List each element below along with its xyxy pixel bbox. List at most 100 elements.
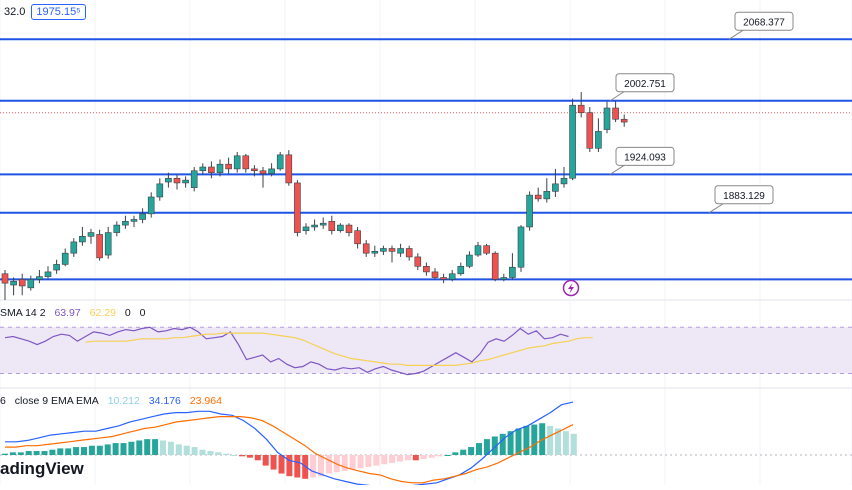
candle-body xyxy=(96,234,103,259)
level-label: 2068.377 xyxy=(743,17,785,28)
macd-histogram-bar xyxy=(49,449,56,455)
flash-icon[interactable] xyxy=(562,279,580,297)
candle-body xyxy=(440,277,447,280)
value-label: 32.0 xyxy=(4,6,26,18)
candle-body xyxy=(199,166,207,172)
level-callout[interactable] xyxy=(714,185,774,205)
macd-histogram-bar xyxy=(420,455,427,459)
rsi-line xyxy=(4,326,569,376)
level-label: 2002.751 xyxy=(624,79,666,90)
candle-body xyxy=(319,222,327,226)
price-box[interactable]: 1975.15⁵ xyxy=(31,4,86,20)
candle-body xyxy=(53,264,60,271)
candle-body xyxy=(500,277,508,280)
level-callout[interactable] xyxy=(615,146,675,166)
signal-value: 23.964 xyxy=(189,395,222,407)
macd-histogram-bar xyxy=(325,455,332,474)
candle-body xyxy=(474,245,482,256)
candle-body xyxy=(543,191,551,200)
candle-body xyxy=(233,155,241,170)
macd-histogram-bar xyxy=(215,452,222,455)
macd-pane xyxy=(0,401,852,489)
candle-body xyxy=(165,177,172,183)
candle-body xyxy=(414,256,422,267)
rsi-pane xyxy=(0,326,852,376)
candle-body xyxy=(586,112,594,149)
macd-histogram-bar xyxy=(25,451,32,455)
level-label: 1883.129 xyxy=(723,191,765,202)
macd-histogram-bar xyxy=(81,447,87,455)
candle-body xyxy=(526,194,533,228)
macd-histogram-bar xyxy=(73,447,80,455)
macd-histogram-bar xyxy=(436,455,443,457)
rsi-zero-2: 0 xyxy=(139,307,146,319)
macd-histogram-bar xyxy=(365,455,372,467)
candle-body xyxy=(268,168,275,174)
macd-histogram-bar xyxy=(112,443,119,455)
candle-body xyxy=(569,104,576,179)
candle-body xyxy=(1,273,9,284)
candle-body xyxy=(517,226,525,268)
candle-body xyxy=(595,131,602,149)
level-label: 1924.093 xyxy=(624,152,666,163)
macd-histogram-bar xyxy=(199,449,206,455)
candle-body xyxy=(371,251,379,254)
candle-body xyxy=(431,271,439,278)
macd-histogram-bar xyxy=(120,443,127,455)
candle-body xyxy=(147,196,155,215)
signal-line xyxy=(5,416,574,484)
macd-histogram-bar xyxy=(96,445,103,455)
macd-histogram-bar xyxy=(160,440,166,455)
macd-histogram-bar xyxy=(397,455,403,462)
rsi-band xyxy=(0,327,852,374)
macd-histogram-bar xyxy=(191,447,198,455)
macd-histogram-bar xyxy=(404,455,411,461)
candle-body xyxy=(113,224,121,233)
macd-histogram-bar xyxy=(562,431,569,455)
macd-histogram-bar xyxy=(152,439,159,455)
callout-leader xyxy=(728,29,744,40)
horizontal-levels[interactable]: 2068.377 2002.751 1924.093 1883.129 xyxy=(0,11,852,281)
macd-histogram-bar xyxy=(128,441,135,455)
candle-body xyxy=(397,248,404,254)
level-callout[interactable] xyxy=(615,73,675,93)
candle-body xyxy=(27,279,35,289)
macd-histogram-bar xyxy=(270,455,277,470)
macd-legend[interactable]: 6 close 9 EMA EMA 10.212 34.176 23.964 xyxy=(0,395,228,407)
rsi-ma-value: 62.29 xyxy=(89,307,116,319)
macd-histogram-bar xyxy=(183,445,190,455)
macd-histogram-bar xyxy=(341,455,348,471)
candle-body xyxy=(552,183,559,192)
candle-body xyxy=(104,232,112,256)
rsi-legend-title: SMA 14 2 xyxy=(0,307,46,319)
level-callout[interactable] xyxy=(734,11,794,31)
macd-hist-value: 10.212 xyxy=(107,395,140,407)
macd-histogram-bar xyxy=(483,439,490,455)
candle-body xyxy=(354,230,361,245)
candle-body xyxy=(122,221,129,226)
macd-histogram-bar xyxy=(223,453,230,455)
candle-body xyxy=(620,118,628,123)
candle-body xyxy=(79,236,86,243)
candle-body xyxy=(87,232,95,237)
macd-histogram-bar xyxy=(278,455,285,474)
macd-histogram-bar xyxy=(57,448,64,455)
macd-value: 34.176 xyxy=(148,395,181,407)
candle-body xyxy=(130,219,138,222)
candle-body xyxy=(251,168,258,172)
macd-histogram-bar xyxy=(531,424,538,455)
macd-legend-prefix: 6 xyxy=(0,395,6,407)
macd-histogram-bar xyxy=(231,455,238,456)
macd-histogram-bar xyxy=(310,455,317,478)
candle-body xyxy=(612,107,619,120)
rsi-legend[interactable]: SMA 14 2 63.97 62.29 0 0 xyxy=(0,307,151,319)
macd-histogram-bar xyxy=(460,449,467,455)
candle-body xyxy=(405,248,413,258)
macd-histogram-bar xyxy=(167,441,174,455)
candle-body xyxy=(560,177,568,185)
macd-histogram-bar xyxy=(499,433,506,455)
rsi-ma-line xyxy=(85,332,593,366)
